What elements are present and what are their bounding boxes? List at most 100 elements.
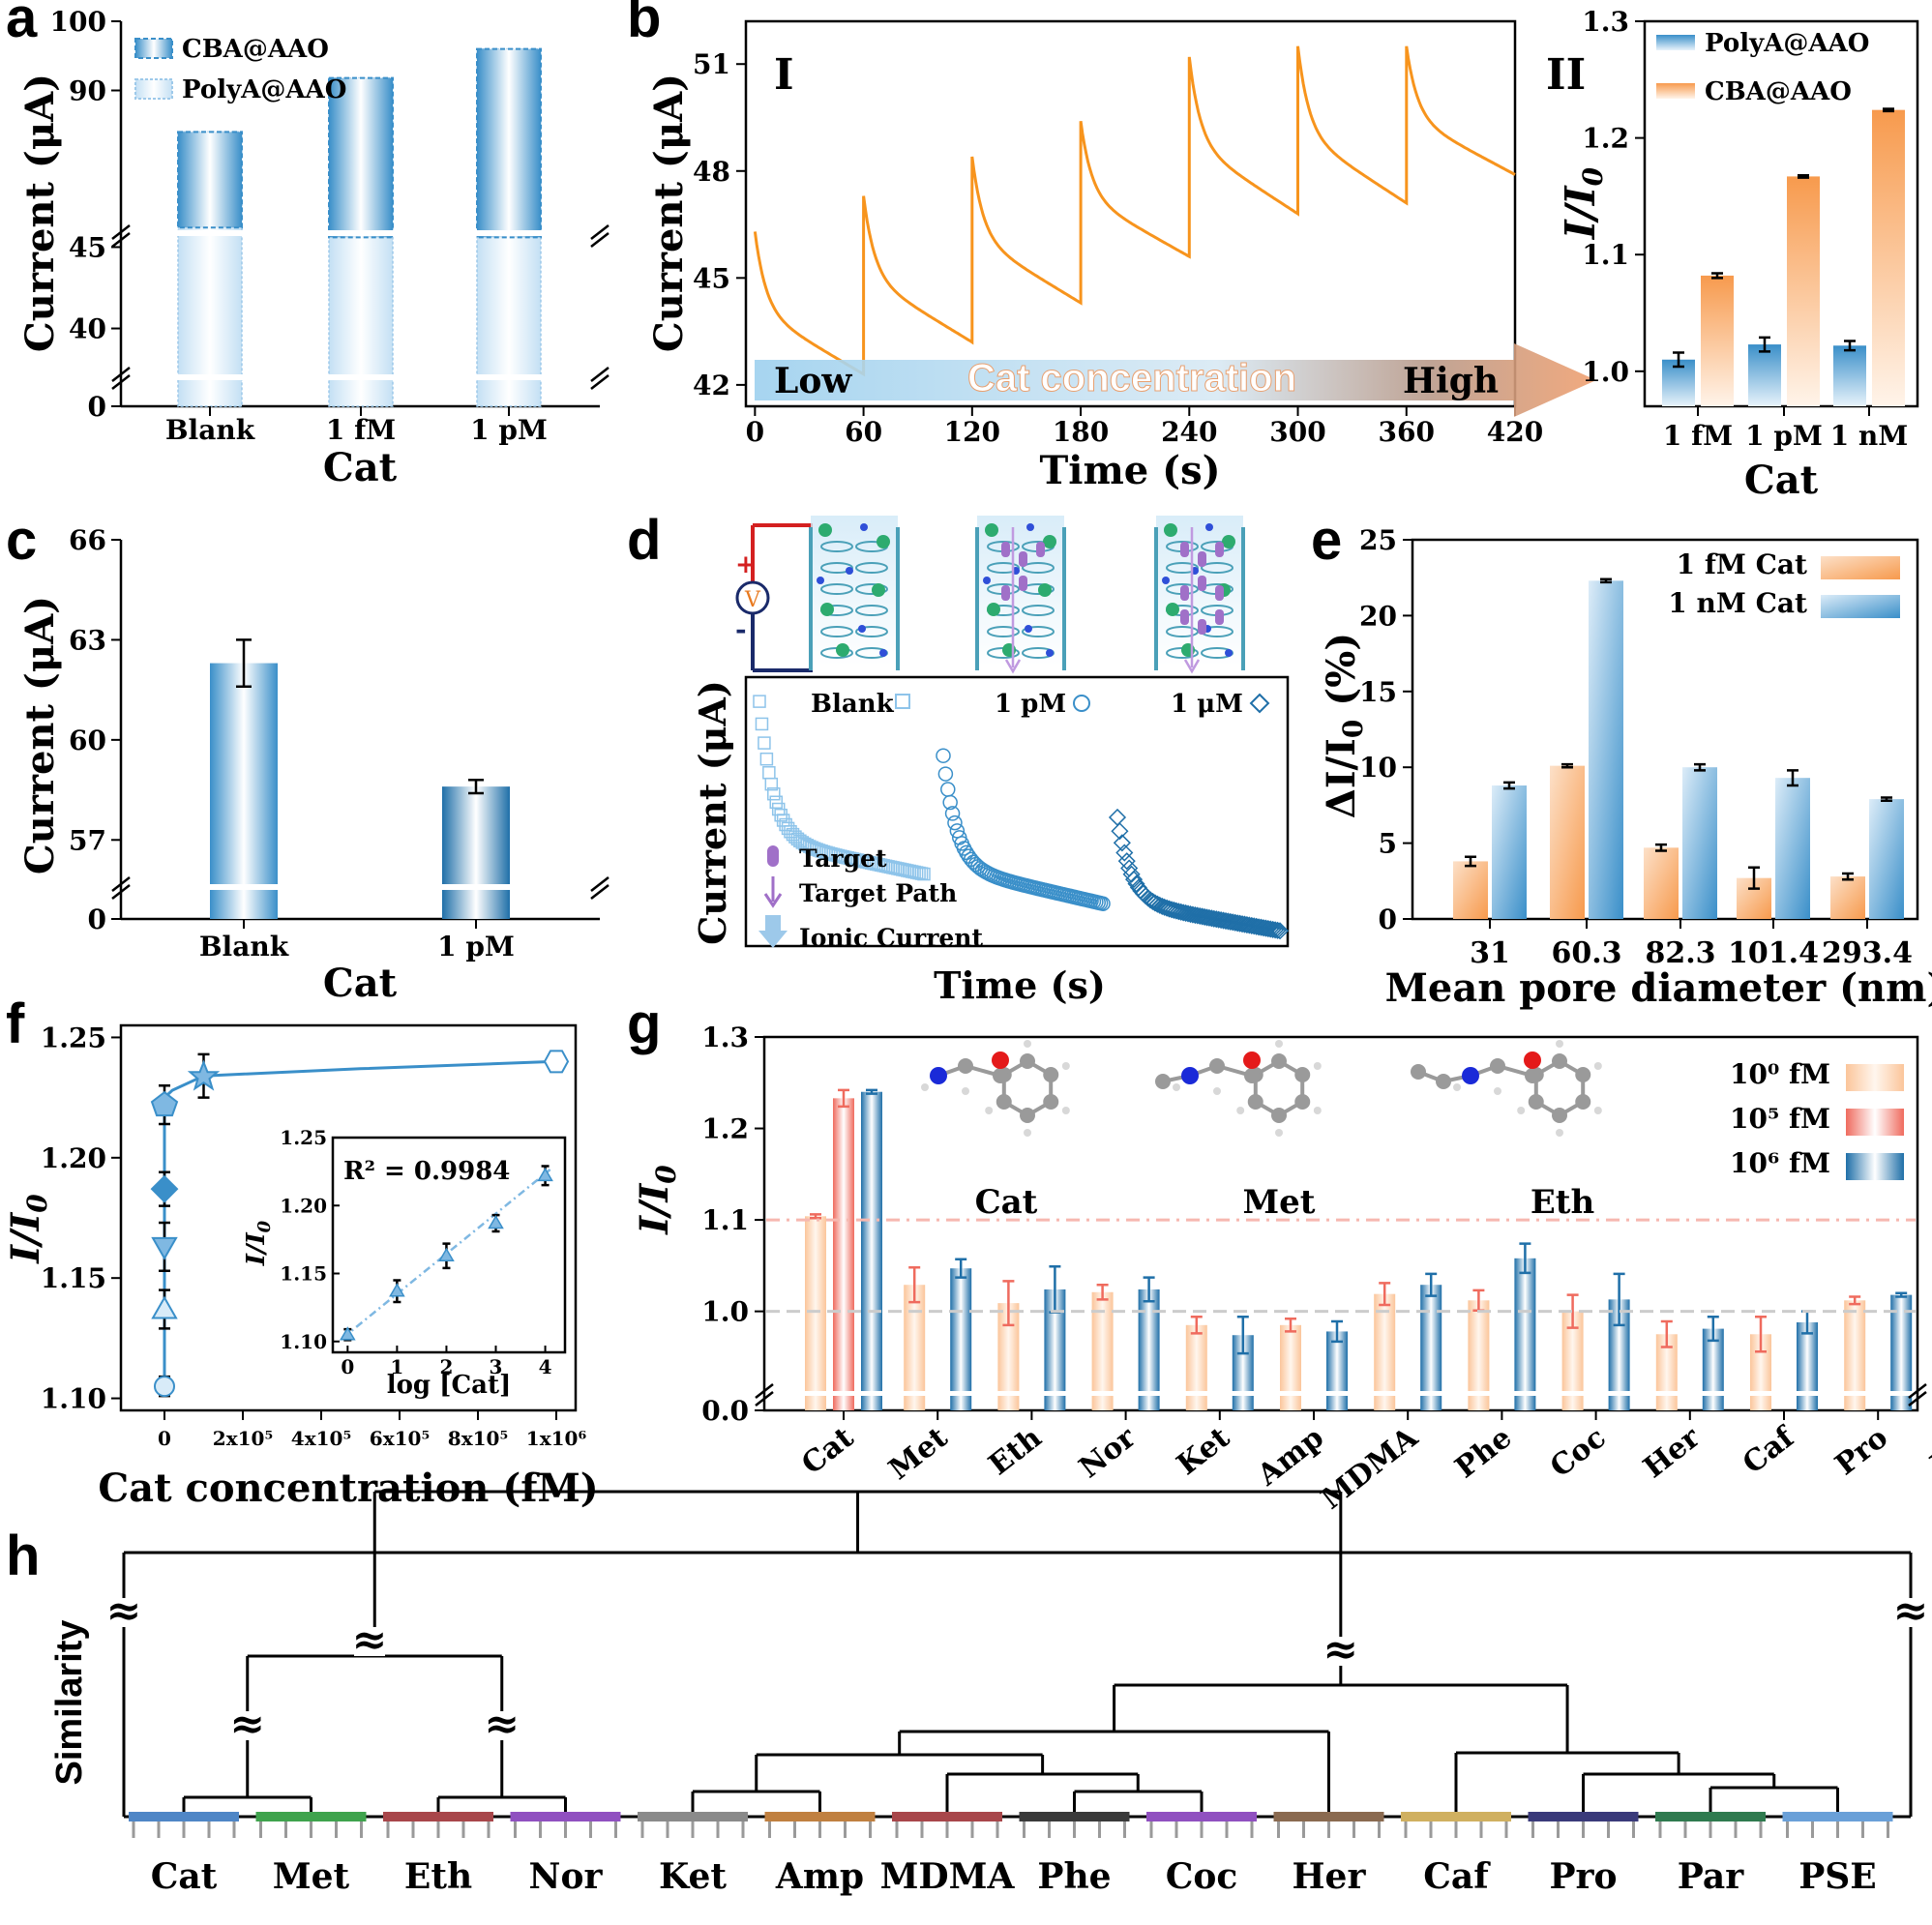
error-bar-g-s2-6: [1425, 1272, 1438, 1297]
point-d-1pm-69: [1095, 896, 1111, 911]
molecule-hydrogen-c-1: [1213, 1087, 1221, 1095]
bar-break-gap-g-s0-4: [1184, 1391, 1208, 1396]
bar-break-gap-g-s0-2: [996, 1391, 1021, 1396]
target-molecule-2-5: [1215, 585, 1224, 601]
molecule-hydrogen-ring-0-4: [1024, 1040, 1031, 1048]
ion-dot-2-1: [1205, 523, 1213, 531]
error-bar-e-s0-2: [1655, 843, 1667, 852]
panel-h-y-label: Similarity: [49, 1619, 90, 1785]
approx-mark-0: ≈: [106, 1586, 142, 1636]
target-molecule-2-8: [1215, 609, 1224, 625]
bar-g-s2-5: [1326, 1331, 1348, 1410]
point-d-blank-69: [917, 867, 931, 881]
y-tick-label-a-1: 40: [69, 313, 106, 345]
bar-break-gap-c-1: [440, 884, 512, 890]
svg-text:-: -: [735, 613, 747, 645]
panel-d-chart: V + - Current (μA) Time (s) Blank 1 pM 1…: [691, 516, 1290, 1007]
bar-g-s2-0: [861, 1091, 882, 1410]
aptamer-loop-left-0-0: [820, 541, 853, 552]
bar-c-1: [442, 786, 510, 919]
legend-label-d-1um: 1 μM: [1171, 690, 1243, 719]
inset-y-tick-label-2: 1.20: [280, 1194, 327, 1217]
approx-mark-5: ≈: [1323, 1625, 1358, 1674]
approx-mark-2: ≈: [352, 1615, 388, 1665]
error-bar-g-s0-11: [1849, 1295, 1861, 1306]
axis-break-c-right: [590, 876, 609, 900]
bar-g-s0-0: [805, 1216, 826, 1410]
legend-swatch-polya: [134, 78, 173, 100]
leaf-bar-9: [1273, 1812, 1384, 1821]
ion-dot-0-8: [879, 649, 887, 657]
x-tick-label-b1-2: 120: [944, 416, 1000, 448]
aptamer-loop-right-0-2: [855, 583, 888, 595]
inset-r-squared: R² = 0.9984: [343, 1157, 510, 1186]
molecule-label-cat: Cat: [975, 1183, 1038, 1222]
ion-dot-0-7: [836, 643, 849, 657]
point-f-1: [151, 1295, 178, 1319]
x-tick-label-g-9: Her: [1637, 1420, 1707, 1485]
error-bar-e-s0-1: [1561, 762, 1573, 769]
panel-b2-y-label: I/I0: [1557, 166, 1609, 240]
y-tick-label-c-0: 0: [88, 903, 106, 935]
leaf-label-4: Ket: [659, 1856, 727, 1897]
x-tick-label-g-0: Cat: [795, 1421, 860, 1482]
point-d-1um-6: [1122, 865, 1141, 883]
axis-break-g-right: [1908, 1383, 1927, 1407]
error-bar-g-s1-0: [838, 1088, 849, 1109]
ion-dot-1-8: [1046, 649, 1054, 657]
panel-d-y-label: Current (μA): [691, 680, 734, 945]
bar-b2-s1-0: [1701, 275, 1734, 406]
point-f-6: [543, 1050, 570, 1074]
molecule-carbon-ring-1-4: [1271, 1053, 1287, 1069]
error-bar-c-0: [236, 638, 252, 688]
bar-e-s1-4: [1869, 799, 1904, 919]
x-tick-label-b1-6: 360: [1379, 416, 1435, 448]
bar-g-s0-6: [1374, 1293, 1396, 1410]
x-tick-label-g-3: Nor: [1073, 1420, 1143, 1485]
legend-swatch-g-1: [1846, 1064, 1904, 1091]
point-d-1um-29: [1176, 903, 1195, 923]
molecule-oxygen-0: [992, 1051, 1009, 1069]
molecule-hydrogen-ring-1-2: [1236, 1107, 1245, 1114]
legend-label-cba: CBA@AAO: [182, 35, 329, 64]
panel-b1-y-label: Current (μA): [646, 74, 692, 352]
bar-cba-1: [328, 76, 394, 239]
legend-label-polya: PolyA@AAO: [182, 75, 346, 104]
y-tick-label-e-2: 10: [1359, 752, 1397, 784]
panel-f-y-label: I/I0: [3, 1194, 53, 1264]
target-molecule-2-0: [1180, 542, 1189, 557]
ion-dot-0-3: [846, 567, 853, 575]
bar-g-s2-2: [1044, 1288, 1066, 1410]
aptamer-loop-right-0-3: [855, 605, 888, 616]
leaf-bar-8: [1146, 1812, 1257, 1821]
y-tick-label-a-0: 0: [88, 391, 106, 423]
bar-break-gap-g-s0-10: [1749, 1391, 1772, 1396]
molecule-hydrogen-ring-0-0: [1061, 1107, 1070, 1114]
molecule-carbon-ring-2-4: [1552, 1053, 1567, 1069]
panel-b1-label: I: [774, 50, 794, 100]
point-f-3: [150, 1174, 179, 1203]
point-d-1pm-4: [944, 806, 961, 821]
error-bar-g-s0-10: [1755, 1316, 1767, 1353]
point-d-1pm-5: [947, 814, 963, 831]
x-tick-label-b2-0: 1 fM: [1663, 420, 1733, 452]
bar-g-s0-7: [1468, 1300, 1490, 1410]
ion-dot-1-9: [983, 577, 991, 584]
bar-break-gap-g-s0-1: [903, 1391, 927, 1396]
panel-g-y-label: I/I0: [632, 1165, 682, 1235]
point-f-4: [150, 1090, 179, 1117]
bar-g-s1-0: [833, 1098, 854, 1410]
x-tick-label-g-8: Coc: [1544, 1421, 1613, 1485]
leaf-label-3: Nor: [529, 1856, 604, 1897]
molecule-carbon-ring-2-5: [1575, 1067, 1591, 1082]
panel-d-x-label: Time (s): [934, 963, 1106, 1007]
error-bar-b2-s1-0: [1711, 272, 1723, 280]
x-tick-label-c-0: Blank: [199, 931, 289, 962]
approx-gap-2: [354, 1627, 385, 1656]
error-bar-e-s0-3: [1748, 866, 1760, 890]
point-d-1um-7: [1124, 871, 1144, 889]
aptamer-loop-right-0-4: [855, 626, 888, 637]
molecule-carbon-ring-1-1: [1271, 1108, 1287, 1123]
bar-e-s0-4: [1830, 876, 1865, 919]
